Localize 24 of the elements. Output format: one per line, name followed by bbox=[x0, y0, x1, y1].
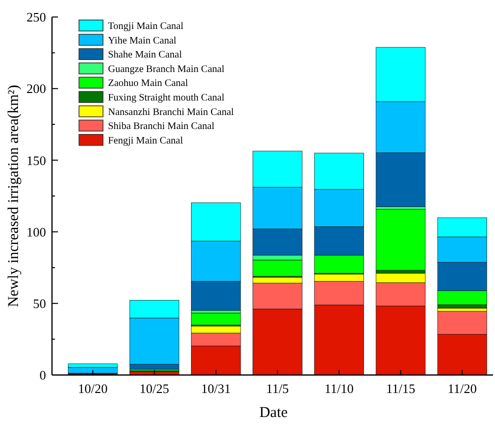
legend-label: Tongji Main Canal bbox=[108, 21, 184, 32]
x-tick-label: 11/20 bbox=[448, 381, 477, 396]
y-tick-label: 50 bbox=[33, 296, 46, 311]
x-tick-label: 11/10 bbox=[324, 381, 354, 396]
x-tick-label: 11/5 bbox=[266, 381, 289, 396]
legend-label: Fuxing Straight mouth Canal bbox=[108, 92, 225, 104]
legend-label: Nansanzhi Branchi Main Canal bbox=[108, 106, 234, 118]
legend-label: Yihe Main Canal bbox=[108, 35, 177, 46]
y-axis-title: Newly increased irrigation area(km²) bbox=[6, 84, 22, 308]
legend-label: Guangze Branch Main Canal bbox=[108, 64, 225, 75]
x-tick-label: 10/25 bbox=[140, 381, 170, 396]
x-tick-label: 10/20 bbox=[78, 381, 108, 396]
y-tick-label: 150 bbox=[26, 152, 46, 168]
legend-label: Fengji Main Canal bbox=[108, 135, 184, 146]
legend-label: Shahe Main Canal bbox=[108, 50, 182, 61]
y-tick-label: 100 bbox=[26, 224, 46, 240]
y-tick-label: 200 bbox=[26, 81, 46, 96]
x-tick-label: 11/15 bbox=[386, 381, 416, 396]
x-tick-label: 10/31 bbox=[201, 381, 231, 396]
legend-label: Shiba Branchi Main Canal bbox=[108, 121, 215, 132]
y-tick-label: 0 bbox=[40, 368, 46, 383]
legend-label: Zaohuo Main Canal bbox=[108, 78, 188, 90]
y-tick-label: 250 bbox=[26, 10, 46, 25]
x-axis-title: Date bbox=[259, 405, 288, 421]
